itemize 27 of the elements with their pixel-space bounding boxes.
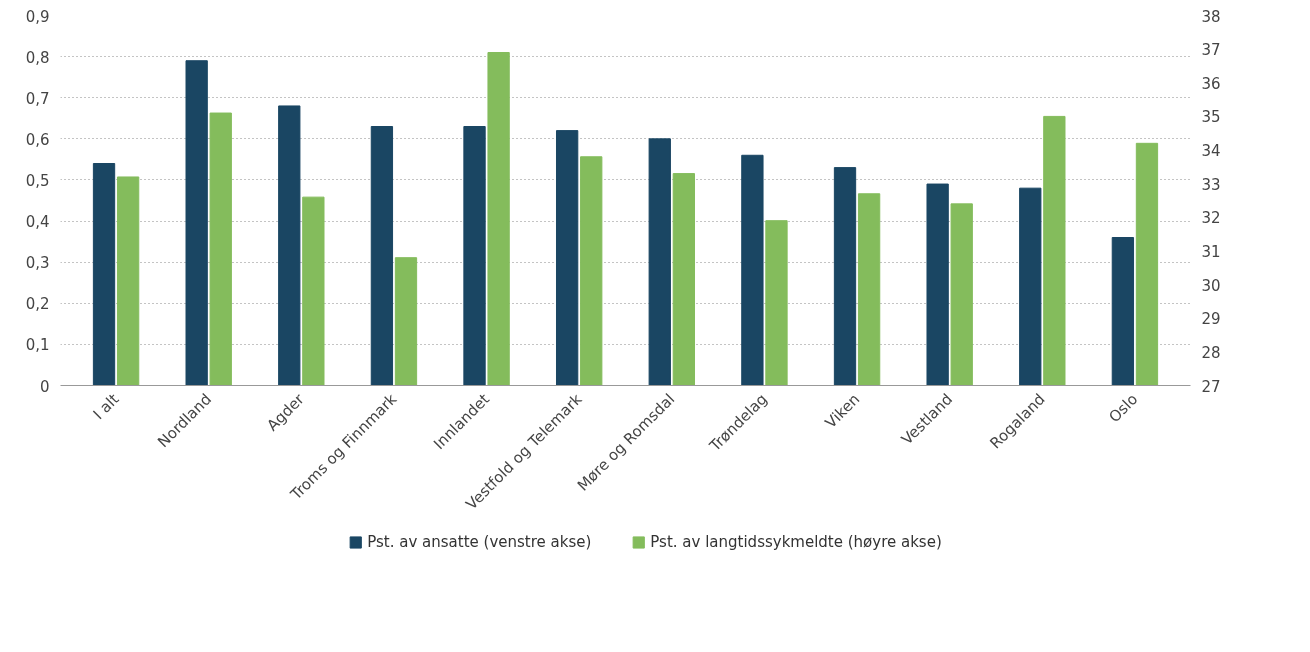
y-tick-label: 0,8: [25, 48, 50, 67]
x-tick-label: I alt: [89, 390, 123, 423]
y-tick-label: 0,5: [25, 171, 50, 190]
y2-tick-label: 34: [1201, 142, 1221, 161]
y2-tick-label: 33: [1201, 175, 1221, 194]
y-tick-label: 0,7: [25, 89, 50, 108]
y-tick-label: 0,4: [25, 213, 50, 232]
y2-tick-label: 32: [1201, 209, 1221, 228]
y2-tick-label: 28: [1201, 343, 1221, 362]
y2-tick-label: 30: [1201, 276, 1221, 295]
y2-tick-label: 31: [1201, 242, 1221, 261]
y-tick-label: 0,1: [25, 336, 50, 355]
y2-tick-label: 36: [1201, 74, 1221, 93]
y-tick-label: 0,3: [25, 254, 50, 273]
y2-tick-label: 29: [1201, 310, 1221, 329]
y2-tick-label: 38: [1201, 7, 1221, 26]
x-tick-label: Oslo: [1105, 390, 1142, 427]
bar: [370, 126, 394, 386]
y2-tick-label: 35: [1201, 108, 1221, 127]
y2-tick-label: 27: [1201, 377, 1221, 396]
legend-label: Pst. av langtidssykmeldte (høyre akse): [650, 533, 942, 551]
legend-label: Pst. av ansatte (venstre akse): [367, 533, 592, 551]
y-tick-label: 0,2: [25, 295, 50, 314]
y2-tick-label: 37: [1201, 41, 1221, 60]
y-tick-label: 0: [39, 377, 50, 396]
y-tick-label: 0,9: [25, 7, 50, 26]
y-tick-label: 0,6: [25, 130, 50, 149]
